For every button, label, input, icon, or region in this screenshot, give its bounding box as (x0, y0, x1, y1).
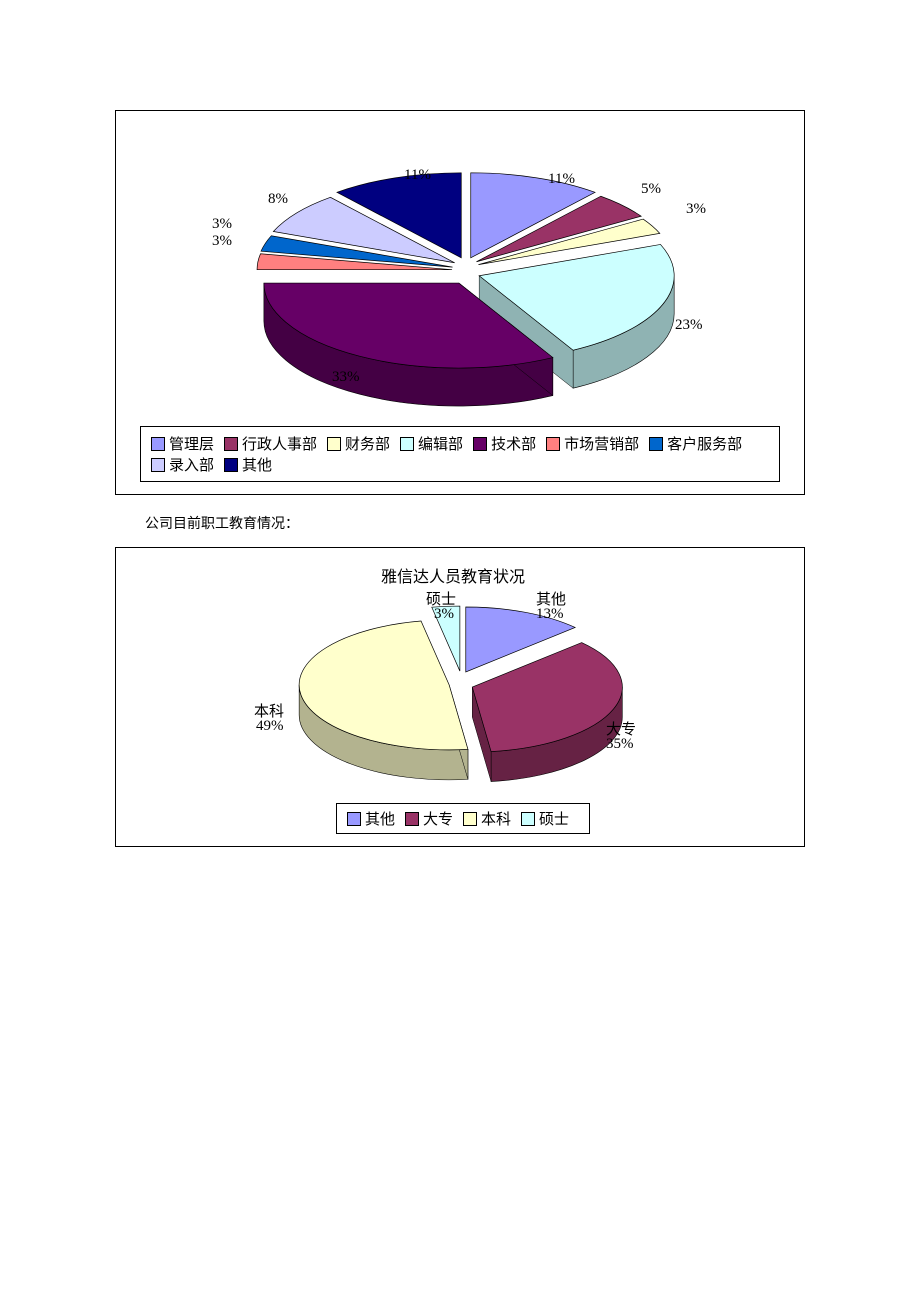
legend-item: 本科 (463, 808, 511, 829)
pct-label: 3% (686, 201, 706, 218)
department-legend: 管理层 行政人事部 财务部 编辑部 技术部 市场营销部 客户服务部录入部 其他 (140, 426, 780, 482)
legend-swatch (151, 458, 165, 472)
chart-title: 雅信达人员教育状况 (381, 563, 525, 587)
legend-swatch (405, 812, 419, 826)
legend-swatch (327, 437, 341, 451)
pct-label: 3% (212, 216, 232, 233)
pct-label: 3% (212, 233, 232, 250)
legend-swatch (473, 437, 487, 451)
legend-label: 技术部 (491, 433, 536, 454)
department-pie (116, 111, 804, 436)
legend-label: 财务部 (345, 433, 390, 454)
legend-swatch (224, 437, 238, 451)
legend-label: 管理层 (169, 433, 214, 454)
department-chart: 11% 5% 3% 23% 33% 3% 3% 8% 11% 管理层 行政人事部 财… (115, 110, 805, 495)
legend-item: 市场营销部 (546, 433, 639, 454)
legend-swatch (347, 812, 361, 826)
education-legend: 其他 大专 本科 硕士 (336, 803, 590, 834)
pct-label: 23% (675, 317, 703, 334)
legend-item: 录入部 (151, 454, 214, 475)
pct-label: 11% (404, 167, 431, 184)
legend-swatch (400, 437, 414, 451)
legend-swatch (546, 437, 560, 451)
caption-text: 公司目前职工教育情况： (145, 513, 805, 533)
education-chart: 雅信达人员教育状况 其他 13% 大专 35% 本科 49% 硕士 3% 其他 大… (115, 547, 805, 847)
legend-item: 其他 (347, 808, 395, 829)
pct-label: 33% (332, 369, 360, 386)
pct-label: 5% (641, 181, 661, 198)
legend-swatch (151, 437, 165, 451)
legend-label: 客户服务部 (667, 433, 742, 454)
legend-swatch (463, 812, 477, 826)
legend-label: 市场营销部 (564, 433, 639, 454)
pct-label: 35% (606, 736, 634, 753)
legend-swatch (649, 437, 663, 451)
legend-label: 录入部 (169, 454, 214, 475)
pct-label: 49% (256, 718, 284, 735)
legend-label: 硕士 (539, 808, 569, 829)
legend-label: 其他 (242, 454, 272, 475)
legend-item: 行政人事部 (224, 433, 317, 454)
legend-item: 管理层 (151, 433, 214, 454)
legend-label: 大专 (423, 808, 453, 829)
legend-label: 编辑部 (418, 433, 463, 454)
legend-item: 编辑部 (400, 433, 463, 454)
legend-item: 其他 (224, 454, 272, 475)
legend-swatch (521, 812, 535, 826)
pct-label: 11% (548, 171, 575, 188)
legend-swatch (224, 458, 238, 472)
pct-label: 3% (434, 606, 454, 623)
pct-label: 8% (268, 191, 288, 208)
legend-item: 大专 (405, 808, 453, 829)
pct-label: 13% (536, 606, 564, 623)
legend-item: 技术部 (473, 433, 536, 454)
page: 11% 5% 3% 23% 33% 3% 3% 8% 11% 管理层 行政人事部 财… (0, 0, 920, 847)
legend-label: 本科 (481, 808, 511, 829)
legend-item: 客户服务部 (649, 433, 742, 454)
legend-label: 行政人事部 (242, 433, 317, 454)
legend-label: 其他 (365, 808, 395, 829)
legend-item: 财务部 (327, 433, 390, 454)
legend-item: 硕士 (521, 808, 569, 829)
